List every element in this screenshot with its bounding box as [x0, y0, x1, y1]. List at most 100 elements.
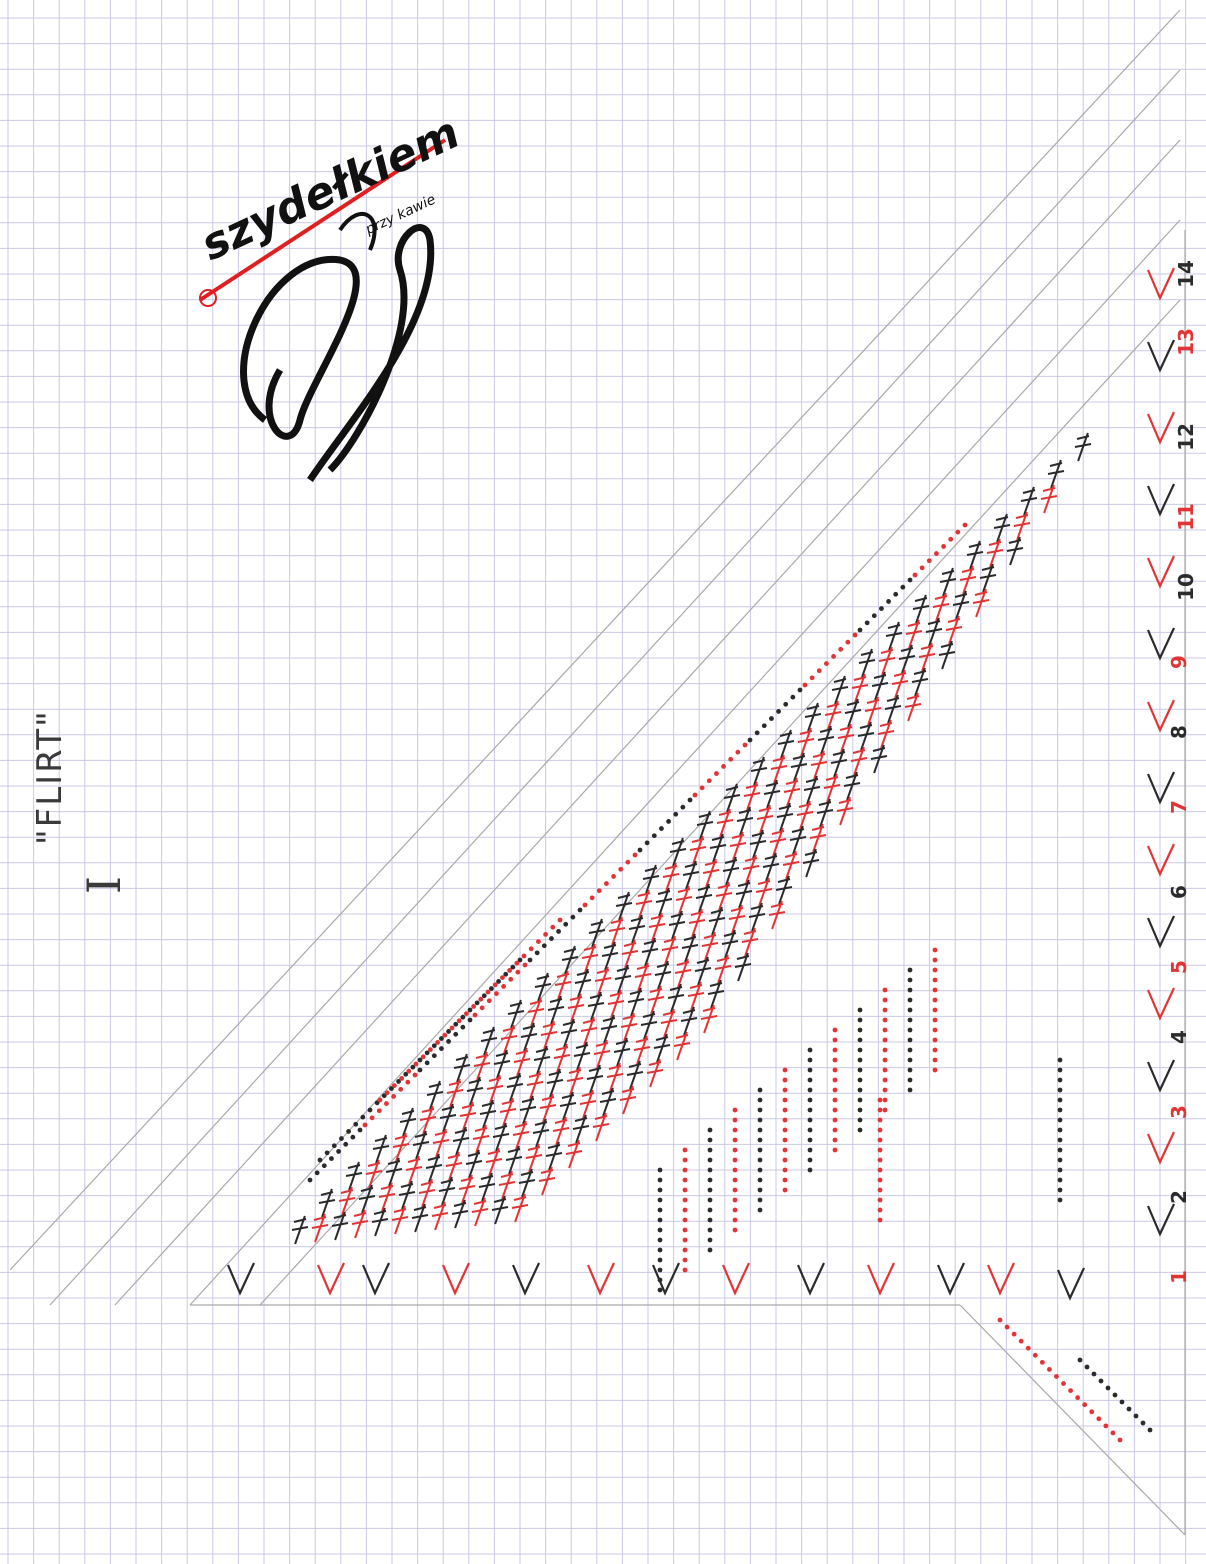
chain-dot	[907, 1047, 913, 1053]
stitch	[640, 1010, 658, 1040]
stitch	[451, 1199, 469, 1229]
stitch	[532, 1118, 550, 1148]
chain-dot	[807, 1157, 813, 1163]
chain-dot	[832, 1107, 838, 1113]
stitch	[925, 617, 943, 647]
chain-dot	[377, 1097, 383, 1103]
chain-dot	[932, 1047, 938, 1053]
stitch	[687, 981, 705, 1011]
chain-dot	[1025, 1345, 1031, 1351]
chain-dot	[501, 984, 506, 989]
stitch	[445, 1151, 463, 1181]
chain-dot	[1047, 1367, 1052, 1372]
chain-dot	[392, 1083, 397, 1088]
chain-dot	[682, 1247, 688, 1253]
row-number: 5	[1166, 960, 1191, 974]
chain-dot	[882, 1017, 888, 1023]
chain-dot	[807, 1047, 813, 1053]
stitch	[748, 902, 766, 932]
chain-dot	[324, 1150, 330, 1156]
chain-dot	[657, 1207, 663, 1213]
chain-dot	[682, 1227, 688, 1233]
chain-dot	[877, 1187, 883, 1193]
chain-dot	[886, 599, 891, 604]
stitch	[688, 908, 706, 938]
stitch	[938, 640, 956, 670]
stitch	[331, 1211, 349, 1241]
stitch	[844, 698, 862, 728]
chain-dot	[336, 1149, 341, 1154]
stitch	[311, 1213, 329, 1243]
chain-dot	[790, 694, 796, 700]
stitch	[648, 912, 666, 942]
chain-dot	[514, 960, 520, 966]
stitch	[729, 831, 747, 861]
stitch	[714, 954, 732, 984]
chain-dot	[877, 1147, 883, 1153]
v-stitch	[1146, 1203, 1175, 1237]
stitch	[735, 879, 753, 909]
stitch	[635, 889, 653, 919]
stitch	[539, 1093, 557, 1123]
chain-dot	[412, 1072, 418, 1078]
stitch	[561, 945, 579, 975]
stitch	[700, 1004, 718, 1034]
v-stitch	[1056, 1267, 1085, 1301]
chain-dot	[1057, 1147, 1063, 1153]
chain-dot	[877, 1117, 883, 1123]
stitch	[526, 1070, 544, 1100]
stitch	[1013, 511, 1031, 541]
stitch	[553, 1043, 571, 1073]
chain-dot	[728, 756, 734, 762]
stitch	[851, 673, 869, 703]
chain-dot	[632, 852, 638, 858]
chain-dot	[757, 1097, 763, 1103]
stitch	[493, 1049, 511, 1079]
chain-dot	[782, 1187, 788, 1193]
chain-dot	[611, 874, 616, 879]
chain-dot	[453, 1031, 459, 1037]
stitch	[546, 1068, 564, 1098]
chain-dot	[735, 749, 741, 755]
chain-dot	[776, 709, 781, 714]
stitch	[674, 958, 692, 988]
chain-dot	[405, 1079, 411, 1085]
v-stitch	[1146, 339, 1175, 373]
chain-dot	[769, 716, 774, 721]
stitch	[878, 646, 896, 676]
chain-dot	[507, 968, 512, 973]
chain-dot	[707, 1177, 713, 1183]
chain-dot	[907, 1017, 913, 1023]
chain-dot	[339, 1136, 344, 1141]
stitch	[783, 777, 801, 807]
chain-dot	[707, 1147, 713, 1153]
chain-dot	[481, 993, 487, 999]
stitch	[816, 798, 834, 828]
stitch	[534, 972, 552, 1002]
chain-dot	[707, 1247, 713, 1253]
stitch	[506, 1072, 524, 1102]
stitch	[586, 1064, 604, 1094]
stitch	[702, 858, 720, 888]
chain-dot	[346, 1129, 351, 1134]
chain-dot	[857, 1077, 863, 1083]
stitch	[707, 979, 725, 1009]
stitch	[823, 773, 841, 803]
chain-dot	[797, 687, 803, 693]
chain-dot	[807, 1097, 813, 1103]
chain-dot	[757, 1117, 763, 1123]
chain-dot	[732, 1167, 738, 1173]
chain-dot	[934, 551, 939, 556]
chain-dot	[439, 1036, 444, 1041]
stitch	[755, 877, 773, 907]
stitch	[728, 904, 746, 934]
chain-dot	[413, 1061, 419, 1067]
stitch	[911, 667, 929, 697]
chain-dot	[757, 1177, 763, 1183]
chain-dot	[1054, 1374, 1059, 1379]
chain-dot	[492, 982, 498, 988]
stitch	[392, 1132, 410, 1162]
chain-dot	[783, 701, 789, 707]
chain-dot	[882, 1047, 888, 1053]
stitch	[743, 781, 761, 811]
